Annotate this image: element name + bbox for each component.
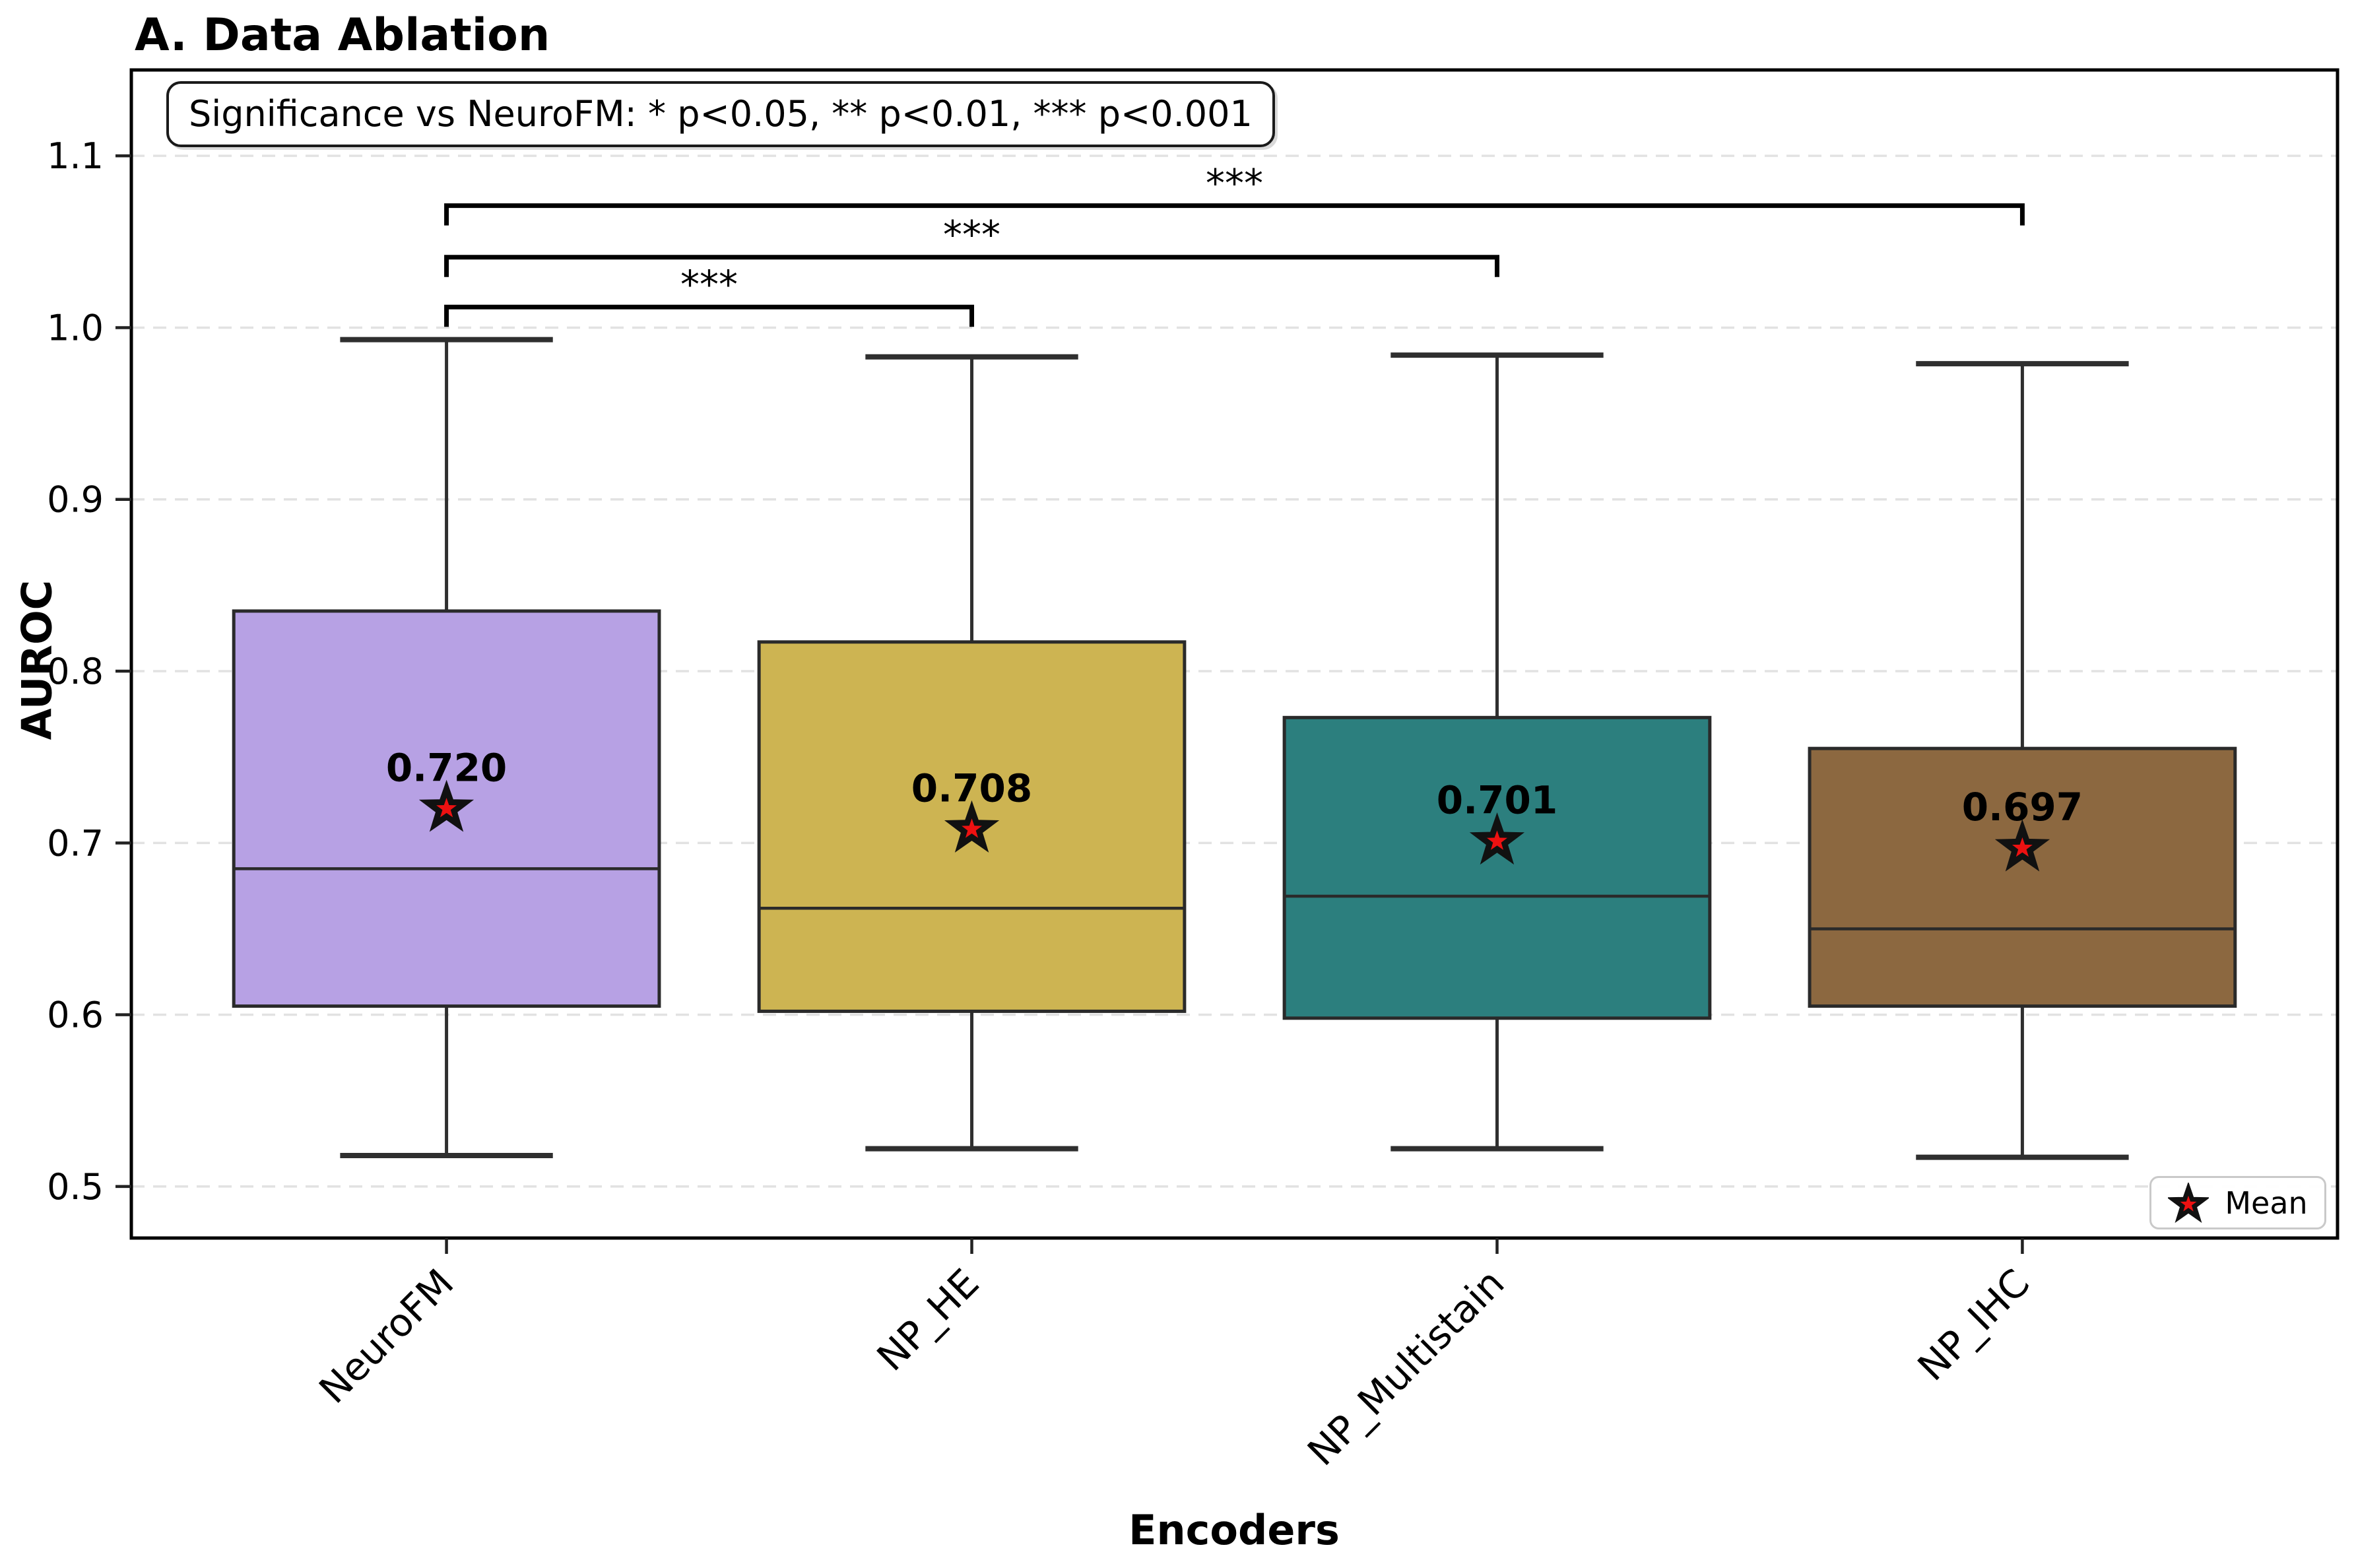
significance-bracket-1 xyxy=(444,304,975,327)
y-tick-label: 0.8 xyxy=(47,651,104,692)
box-NP_Multistain xyxy=(1282,715,1712,1020)
mean-star-icon xyxy=(2168,1182,2209,1223)
y-tick-label: 0.9 xyxy=(47,479,104,521)
chart-title: A. Data Ablation xyxy=(135,9,550,61)
x-tick-label-NeuroFM: NeuroFM xyxy=(310,1260,462,1412)
legend-label: Mean xyxy=(2225,1185,2308,1221)
significance-bracket-2 xyxy=(444,255,1499,277)
x-tick-label-NP_Multistain: NP_Multistain xyxy=(1299,1260,1513,1474)
plot-frame xyxy=(129,68,2340,1240)
mean-star-NP_HE xyxy=(944,800,1000,853)
mean-value-label-NP_Multistain: 0.701 xyxy=(1437,778,1557,823)
x-axis-title: Encoders xyxy=(1129,1506,1340,1554)
significance-stars-3: *** xyxy=(1206,161,1263,206)
significance-note: Significance vs NeuroFM: * p<0.05, ** p<… xyxy=(166,81,1275,147)
significance-bracket-3 xyxy=(444,203,2025,226)
mean-star-NP_Multistain xyxy=(1469,812,1525,865)
y-tick-label: 0.7 xyxy=(47,822,104,864)
x-tick-label-NP_IHC: NP_IHC xyxy=(1909,1260,2039,1390)
y-tick-label: 0.6 xyxy=(47,995,104,1036)
mean-star-NP_IHC xyxy=(1994,819,2050,872)
legend: Mean xyxy=(2149,1176,2326,1229)
mean-star-NeuroFM xyxy=(418,779,474,832)
y-axis-title: AUROC xyxy=(13,579,61,740)
y-tick-label: 0.5 xyxy=(47,1166,104,1208)
significance-stars-2: *** xyxy=(943,212,1000,257)
mean-value-label-NP_HE: 0.708 xyxy=(911,766,1032,811)
box-NP_IHC xyxy=(1808,746,2237,1008)
significance-stars-1: *** xyxy=(680,262,738,307)
mean-value-label-NP_IHC: 0.697 xyxy=(1962,785,2083,830)
y-tick-label: 1.0 xyxy=(47,307,104,348)
mean-value-label-NeuroFM: 0.720 xyxy=(386,745,507,790)
x-tick-label-NP_HE: NP_HE xyxy=(868,1260,988,1380)
y-tick-label: 1.1 xyxy=(47,135,104,177)
